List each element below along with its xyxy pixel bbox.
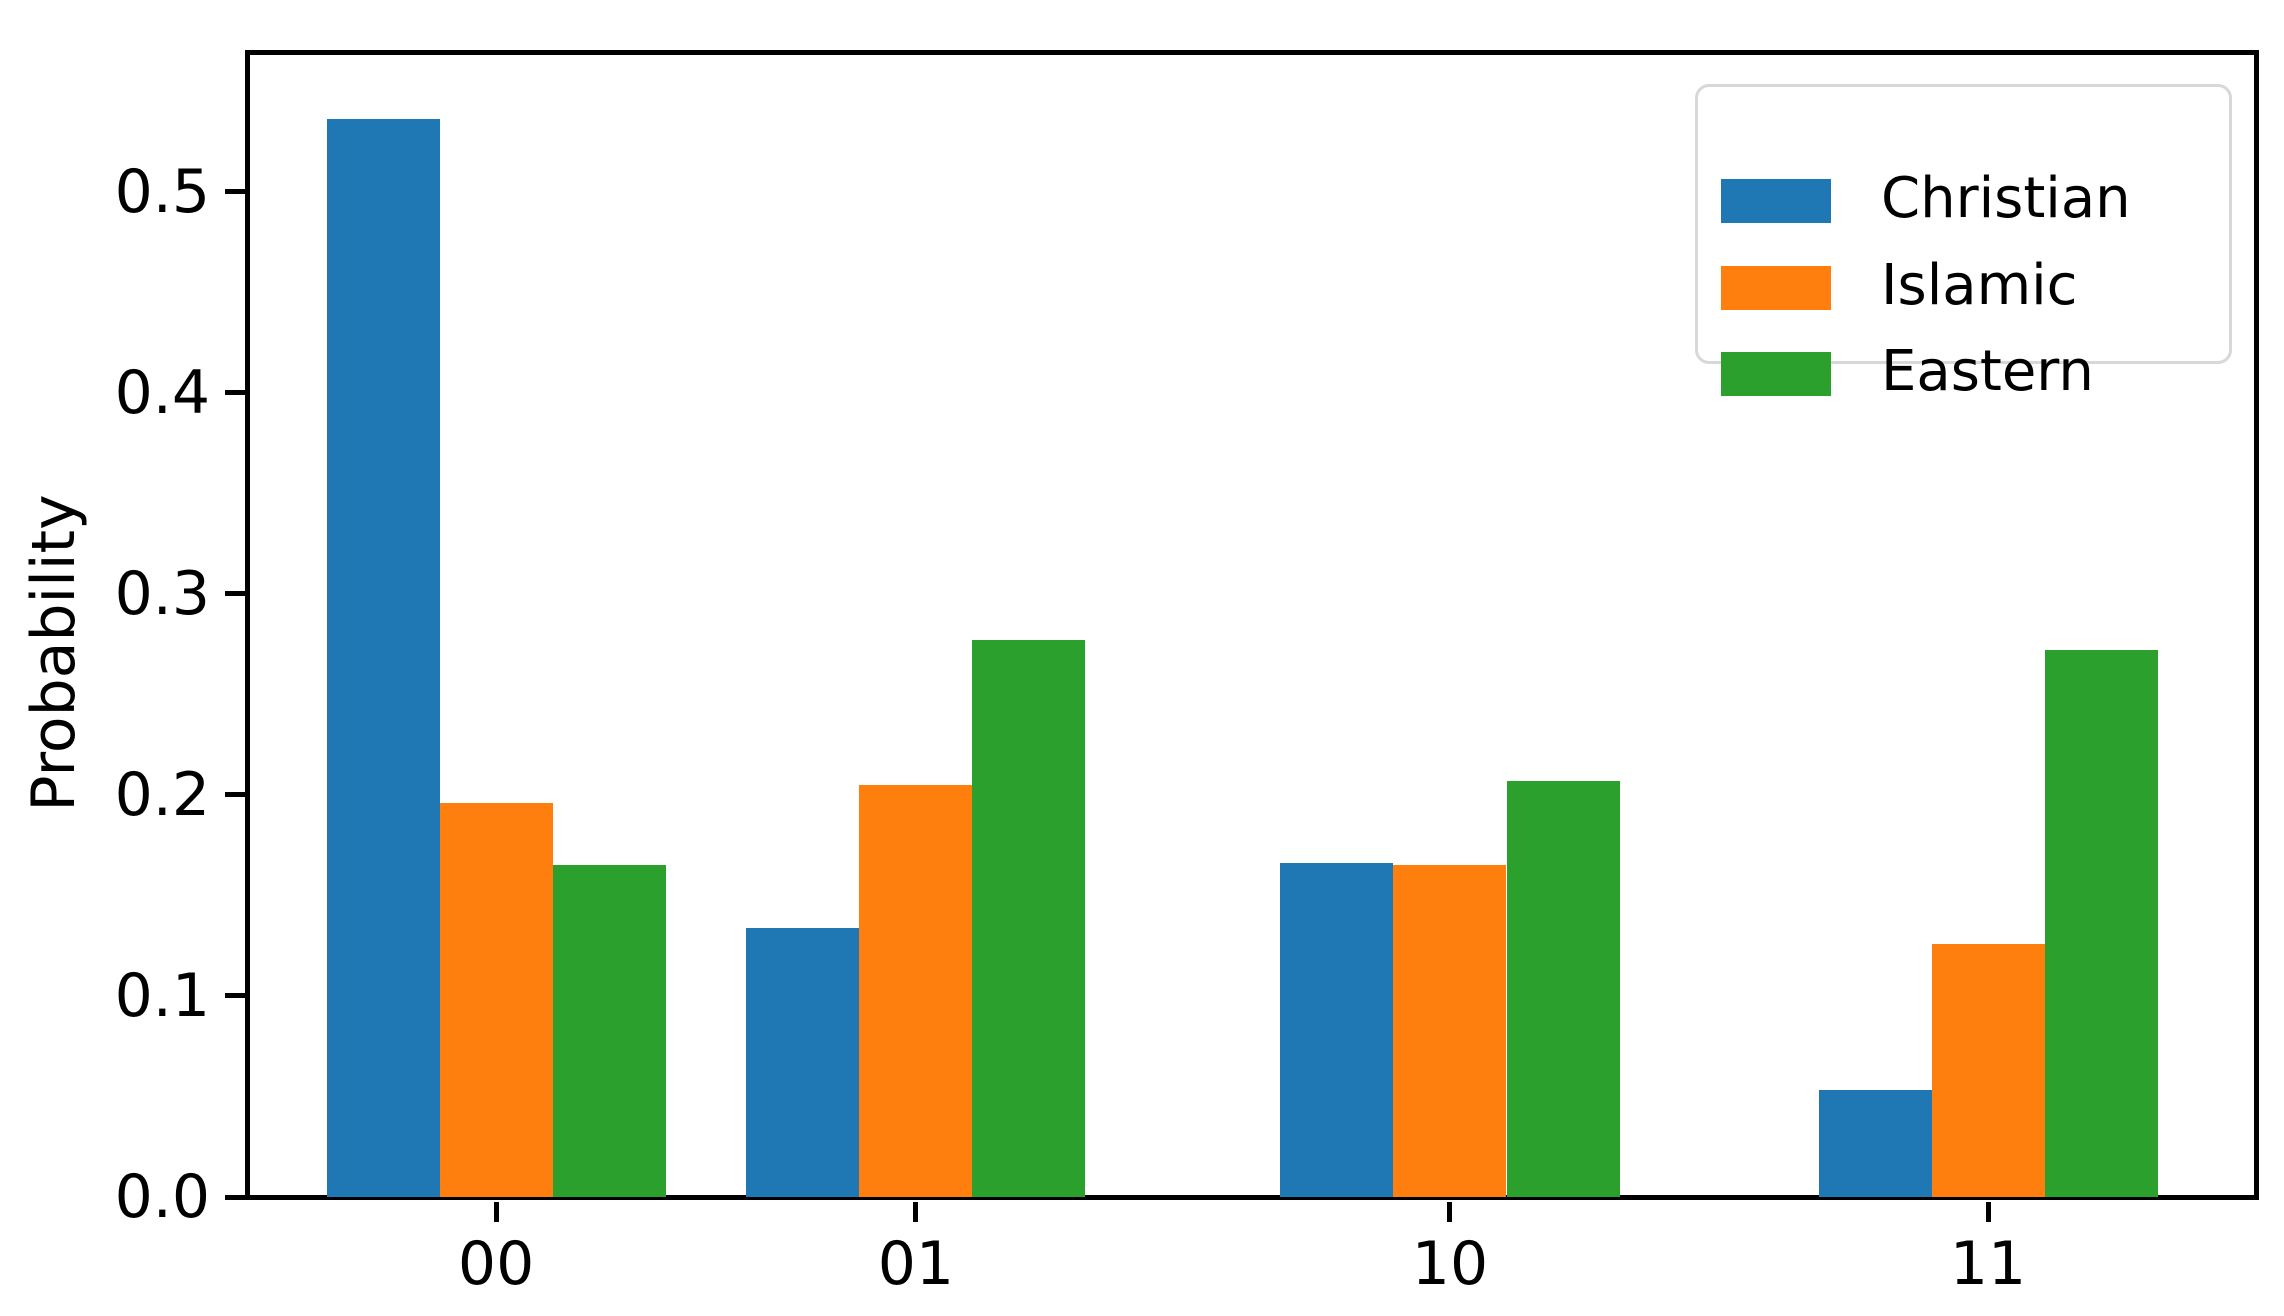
bar-christian-01 <box>746 927 860 1197</box>
y-tick-label: 0.3 <box>114 558 210 629</box>
bar-eastern-11 <box>2044 650 2158 1197</box>
bar-eastern-01 <box>972 640 1086 1197</box>
y-axis-tick <box>225 189 245 195</box>
bar-eastern-00 <box>552 865 666 1197</box>
legend-swatch-eastern <box>1721 352 1831 396</box>
y-axis-tick <box>225 993 245 999</box>
legend-swatch-christian <box>1721 179 1831 223</box>
y-axis-tick <box>225 591 245 597</box>
y-tick-label: 0.1 <box>114 960 210 1031</box>
bar-islamic-00 <box>439 802 553 1197</box>
x-axis-tick <box>1985 1202 1991 1222</box>
legend-item-christian: Christian <box>1698 170 2229 226</box>
y-axis-tick <box>225 1194 245 1200</box>
x-axis-tick <box>493 1202 499 1222</box>
bar-christian-10 <box>1280 863 1394 1197</box>
legend-label-islamic: Islamic <box>1881 252 2078 318</box>
y-tick-label: 0.5 <box>114 156 210 227</box>
x-tick-label-01: 01 <box>877 1229 955 1299</box>
y-tick-label: 0.0 <box>114 1162 210 1232</box>
y-axis-title: Probability <box>19 494 89 812</box>
legend-item-eastern: Eastern <box>1698 343 2229 399</box>
x-tick-label-00: 00 <box>457 1229 535 1299</box>
legend-swatch-islamic <box>1721 266 1831 310</box>
legend-label-christian: Christian <box>1881 165 2131 231</box>
bar-islamic-10 <box>1393 865 1507 1197</box>
y-tick-label: 0.4 <box>114 357 210 428</box>
bar-christian-00 <box>326 119 440 1197</box>
legend-item-islamic: Islamic <box>1698 257 2229 313</box>
bar-eastern-10 <box>1506 780 1620 1197</box>
x-tick-label-10: 10 <box>1411 1229 1489 1299</box>
bar-christian-11 <box>1818 1090 1932 1197</box>
y-axis-tick <box>225 792 245 798</box>
x-axis-tick <box>913 1202 919 1222</box>
y-axis-tick <box>225 390 245 396</box>
bar-islamic-01 <box>859 784 973 1197</box>
bars-layer <box>250 55 2254 1197</box>
x-tick-label-11: 11 <box>1949 1229 2027 1299</box>
legend-box: Christian Islamic Eastern <box>1695 84 2232 399</box>
y-tick-label: 0.2 <box>114 759 210 830</box>
legend-label-eastern: Eastern <box>1881 338 2094 404</box>
bar-islamic-11 <box>1931 943 2045 1197</box>
x-axis-tick <box>1447 1202 1453 1222</box>
